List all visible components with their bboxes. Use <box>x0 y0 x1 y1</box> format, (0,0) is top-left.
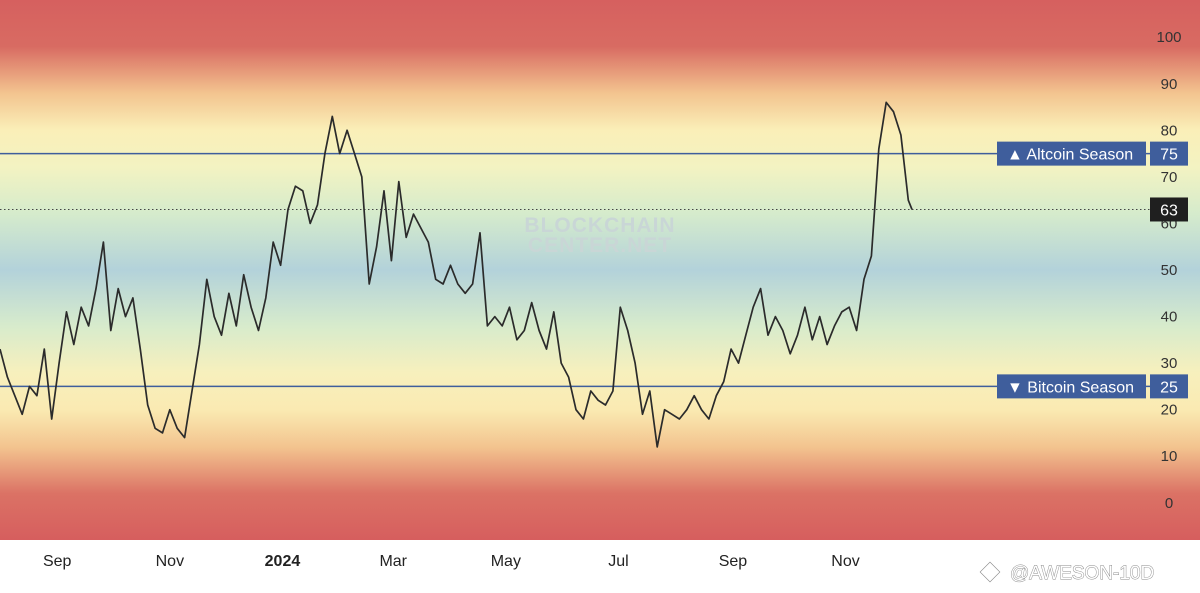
x-tick-label-6: Sep <box>719 553 748 570</box>
threshold-flag-label: ▲ Altcoin Season <box>1007 147 1133 164</box>
x-axis[interactable]: Sep Nov 2024 Mar May Jul Sep Nov <box>43 553 860 570</box>
y-tick-label-0: 0 <box>1165 495 1173 512</box>
y-tick-label-100: 100 <box>1156 29 1181 46</box>
x-tick-label-1: Nov <box>156 553 184 570</box>
watermark-line-2: CENTER.NET <box>528 234 672 257</box>
y-tick-label-90: 90 <box>1161 76 1178 93</box>
series-line-altcoin-season-index <box>0 101 913 448</box>
watermark-line-1: BLOCKCHAIN <box>524 214 675 237</box>
threshold-value-tag: 75 <box>1160 147 1178 164</box>
x-tick-label-0: Sep <box>43 553 72 570</box>
x-tick-label-5: Jul <box>608 553 628 570</box>
current-value-label: 63 <box>1160 202 1178 219</box>
credit-text: @AWESON-10D <box>1010 563 1154 584</box>
y-tick-label-70: 70 <box>1161 169 1178 186</box>
threshold-flag-75: ▲ Altcoin Season 75 <box>997 141 1188 166</box>
x-axis-panel <box>0 540 1200 593</box>
current-value-tag: 63 <box>1150 197 1188 222</box>
y-tick-label-20: 20 <box>1161 402 1178 419</box>
threshold-flags: ▲ Altcoin Season 75 ▼ Bitcoin Season 25 <box>997 141 1188 399</box>
threshold-flag-label: ▼ Bitcoin Season <box>1007 379 1134 396</box>
watermark: BLOCKCHAIN CENTER.NET <box>524 214 675 257</box>
x-tick-label-2: 2024 <box>265 553 301 570</box>
x-tick-label-7: Nov <box>831 553 859 570</box>
credit-watermark: @AWESON-10D <box>978 560 1155 584</box>
threshold-value-tag: 25 <box>1160 379 1178 396</box>
x-tick-label-3: Mar <box>379 553 407 570</box>
binance-diamond-icon <box>978 560 1002 584</box>
y-tick-label-30: 30 <box>1161 355 1178 372</box>
y-tick-label-10: 10 <box>1161 448 1178 465</box>
plot-background <box>0 0 1200 540</box>
x-tick-label-4: May <box>491 553 521 570</box>
y-tick-label-40: 40 <box>1161 309 1178 326</box>
y-tick-label-50: 50 <box>1161 262 1178 279</box>
y-tick-label-80: 80 <box>1161 122 1178 139</box>
threshold-flag-25: ▼ Bitcoin Season 25 <box>997 374 1188 399</box>
